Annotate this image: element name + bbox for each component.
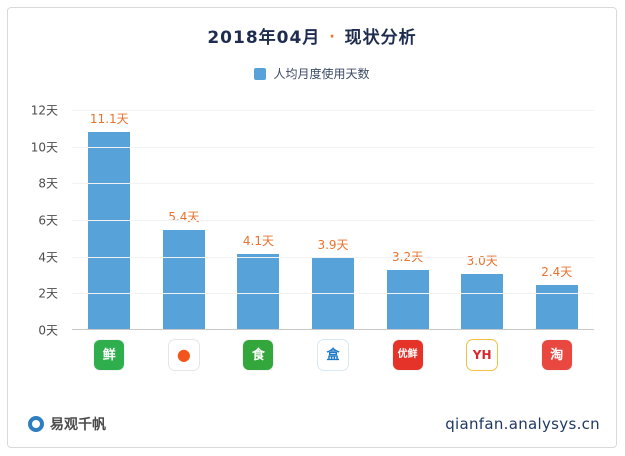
bar (237, 253, 280, 329)
brand: 易观千帆 (28, 414, 106, 434)
y-tick-label: 4天 (38, 250, 58, 265)
page-title: 2018年04月 · 现状分析 (8, 23, 616, 48)
bars: 11.1天 5.4天 4.1天 3.9天 3.2天 3.0天 2.4天 (72, 110, 594, 329)
gridline (72, 183, 594, 185)
duodian-app-icon: ● (168, 340, 199, 370)
legend: 人均月度使用天数 (8, 65, 616, 82)
bar-value-label: 2.4天 (541, 265, 573, 279)
x-axis-icon-cell: 优鲜 (370, 340, 445, 370)
bar-column: 3.0天 (445, 110, 520, 329)
legend-label: 人均月度使用天数 (273, 67, 370, 81)
source-url[interactable]: qianfan.analysys.cn (445, 415, 600, 433)
y-axis: 12天 10天 8天 6天 4天 2天 0天 (22, 104, 66, 338)
meiriyouxian-app-icon: 鲜 (94, 340, 125, 370)
x-axis-icon-cell: 淘 (519, 340, 594, 370)
gridline (72, 256, 594, 258)
x-axis-icon-cell: 鲜 (72, 340, 147, 370)
bar-value-label: 3.0天 (466, 254, 498, 268)
legend-swatch-icon (254, 67, 267, 80)
y-tick-label: 10天 (30, 140, 58, 155)
bar (386, 270, 429, 329)
qianfan-logo-icon (28, 416, 44, 432)
brand-name: 易观千帆 (50, 417, 106, 433)
title-period: 2018年04月 (207, 28, 321, 48)
x-axis-icon-cell: ● (147, 340, 222, 370)
y-tick-label: 8天 (38, 176, 58, 191)
shihangshengxian-app-icon: 食 (243, 340, 274, 370)
y-tick-label: 12天 (30, 103, 58, 118)
bar-column: 4.1天 (221, 110, 296, 329)
bar-column: 3.9天 (296, 110, 371, 329)
title-label: 现状分析 (344, 28, 417, 48)
bar-value-label: 3.9天 (317, 237, 349, 252)
darunfayouxian-app-icon: 优鲜 (392, 340, 423, 370)
x-axis-icon-cell: 食 (221, 340, 296, 370)
title-separator-dot: · (329, 29, 336, 45)
bar-value-label: 5.4天 (168, 210, 200, 224)
bar-column: 2.4天 (519, 110, 594, 329)
gridline (72, 220, 594, 221)
x-axis-icon-cell: 盒 (296, 340, 371, 370)
x-axis-icons-row: 鲜 ● 食 盒 优鲜 YH 淘 (72, 340, 594, 370)
bar (535, 285, 578, 329)
chart-card: 2018年04月 · 现状分析 人均月度使用天数 12天 10天 8天 6天 4天 2天 0天 … (7, 7, 617, 448)
bar (312, 257, 355, 329)
bar-value-label: 4.1天 (242, 233, 274, 248)
yonghui-app-icon: YH (467, 340, 498, 370)
bar-chart: 12天 10天 8天 6天 4天 2天 0天 11.1天 5.4天 4.1天 3.9天 3.2天 3.… (22, 104, 594, 374)
meiriyitao-app-icon: 淘 (541, 340, 572, 370)
footer: 易观千帆 qianfan.analysys.cn (28, 414, 600, 434)
y-tick-label: 6天 (38, 213, 58, 228)
gridline (72, 110, 594, 111)
y-tick-label: 2天 (38, 286, 58, 301)
bar-column: 11.1天 (72, 110, 147, 329)
bar (162, 230, 205, 329)
bar (88, 132, 131, 329)
gridline (72, 293, 594, 295)
bar (461, 274, 504, 329)
bar-value-label: 11.1天 (89, 112, 129, 126)
x-axis-icon-cell: YH (445, 340, 520, 370)
gridline (72, 146, 594, 148)
plot-area: 11.1天 5.4天 4.1天 3.9天 3.2天 3.0天 2.4天 (72, 110, 594, 330)
hema-app-icon: 盒 (318, 340, 349, 370)
y-tick-label: 0天 (38, 323, 58, 338)
